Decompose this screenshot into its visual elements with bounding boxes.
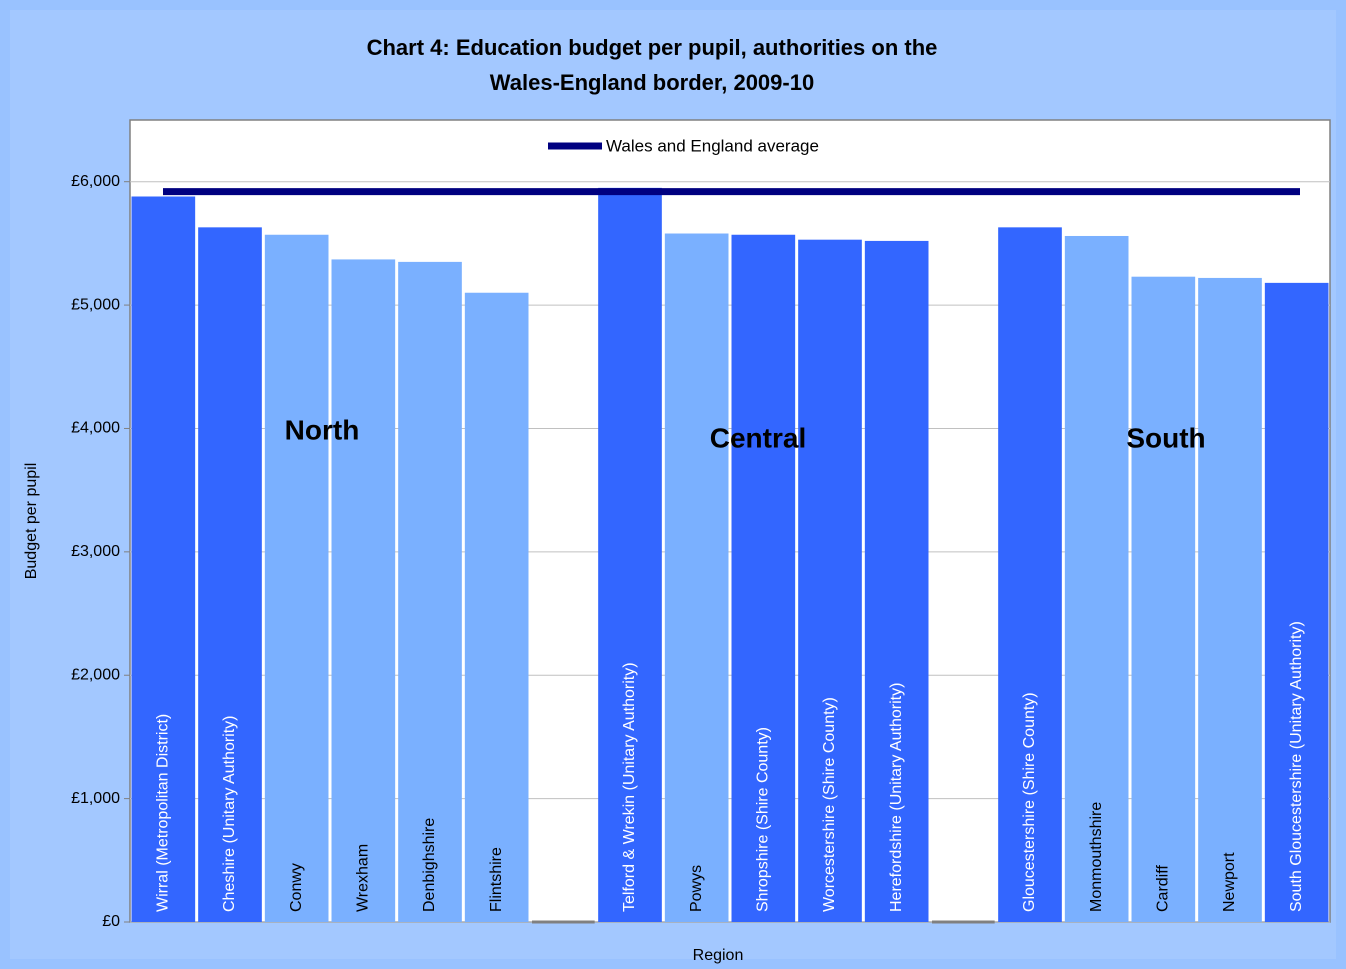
x-axis-label: Region	[693, 947, 744, 964]
bar	[1064, 235, 1129, 922]
region-label: North	[285, 414, 360, 445]
bar	[998, 227, 1062, 923]
bar	[264, 234, 329, 923]
bar-label: Powys	[688, 865, 705, 912]
y-tick-label: £1,000	[71, 790, 120, 807]
bar-label: Telford & Wrekin (Unitary Authority)	[621, 662, 638, 912]
bar	[598, 187, 662, 922]
bar-label: Conwy	[288, 863, 305, 912]
bar	[464, 292, 529, 922]
bar-label: Flintshire	[488, 847, 505, 912]
y-tick-label: £0	[102, 913, 120, 930]
bar-label: Herefordshire (Unitary Authority)	[888, 683, 905, 912]
bar	[131, 196, 196, 922]
y-tick-label: £6,000	[71, 173, 120, 190]
bar-label: Worcestershire (Shire County)	[821, 697, 838, 912]
bar	[1264, 282, 1329, 923]
bar-label: Newport	[1221, 852, 1238, 912]
bar	[1131, 276, 1196, 922]
bar	[798, 239, 862, 922]
bar	[664, 233, 729, 922]
bar-label: Cardiff	[1155, 865, 1172, 912]
y-tick-label: £3,000	[71, 543, 120, 560]
bar-label: Wrexham	[355, 844, 372, 912]
chart-title: Chart 4: Education budget per pupil, aut…	[367, 35, 938, 60]
bar	[198, 227, 262, 923]
region-label: South	[1126, 422, 1205, 453]
bar-label: Denbighshire	[421, 818, 438, 912]
legend-label: Wales and England average	[606, 136, 819, 155]
y-tick-label: £5,000	[71, 296, 120, 313]
bar	[398, 261, 462, 922]
y-tick-label: £4,000	[71, 420, 120, 437]
bar	[331, 259, 396, 922]
bar	[864, 240, 929, 922]
bar-label: Monmouthshire	[1088, 802, 1105, 912]
bar-label: Gloucestershire (Shire County)	[1021, 692, 1038, 912]
y-axis-label: Budget per pupil	[23, 463, 40, 580]
bar-label: South Gloucestershire (Unitary Authority…	[1288, 621, 1305, 912]
bar-label: Shropshire (Shire County)	[755, 727, 772, 912]
bar-label: Wirral (Metropolitan District)	[155, 714, 172, 912]
plot-area	[129, 119, 1331, 923]
bar-label: Cheshire (Unitary Authority)	[221, 715, 238, 912]
region-label: Central	[710, 422, 806, 453]
bar	[731, 234, 796, 923]
chart-title: Wales-England border, 2009-10	[490, 70, 814, 95]
y-tick-label: £2,000	[71, 666, 120, 683]
bar	[1198, 277, 1262, 922]
